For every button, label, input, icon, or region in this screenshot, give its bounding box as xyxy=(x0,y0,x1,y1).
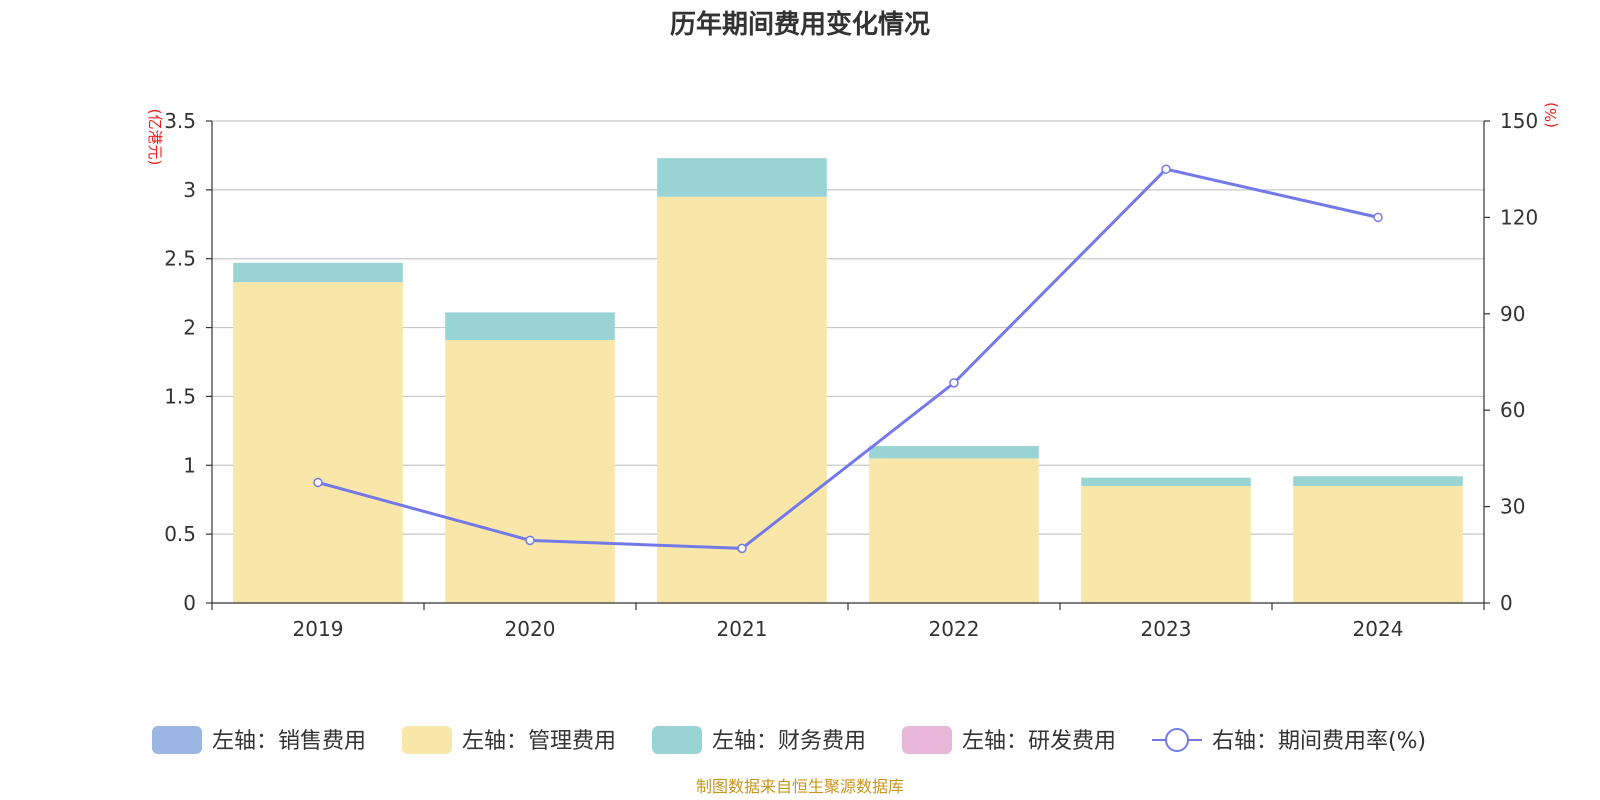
bar-segment xyxy=(233,262,403,283)
x-axis-tick-label: 2021 xyxy=(717,617,768,641)
bar-segment xyxy=(657,158,827,197)
bars xyxy=(233,158,1463,603)
right-axis-tick-label: 120 xyxy=(1500,205,1538,229)
bar-segment xyxy=(233,282,403,603)
legend-swatch xyxy=(902,726,952,754)
rate-point xyxy=(737,543,747,554)
left-axis-unit: (亿港元) xyxy=(146,109,164,166)
x-axis-tick-label: 2022 xyxy=(929,617,980,641)
bar-segment xyxy=(445,339,615,603)
bar-segment xyxy=(1081,477,1251,486)
left-axis-tick-label: 3 xyxy=(183,178,196,202)
legend-swatch xyxy=(652,726,702,754)
right-axis-tick-label: 0 xyxy=(1500,591,1513,615)
left-axis-tick-label: 2.5 xyxy=(164,247,196,271)
legend-swatch xyxy=(402,726,452,754)
left-axis-tick-label: 0 xyxy=(183,591,196,615)
rate-point xyxy=(313,477,323,488)
x-axis-tick-label: 2024 xyxy=(1353,617,1404,641)
x-axis-tick-label: 2023 xyxy=(1141,617,1192,641)
rate-point xyxy=(949,378,959,388)
x-axis-tick-label: 2020 xyxy=(505,617,556,641)
bar-segment xyxy=(869,446,1039,459)
left-axis-tick-label: 3.5 xyxy=(164,109,196,133)
legend: 左轴：销售费用 左轴：管理费用 左轴：财务费用 左轴：研发费用 右轴：期间费用率(%) xyxy=(152,726,1426,754)
right-axis-tick-label: 30 xyxy=(1500,495,1525,519)
grid-lines xyxy=(212,120,1484,535)
legend-label: 左轴：销售费用 xyxy=(212,729,366,754)
left-axis-tick-label: 1.5 xyxy=(164,384,196,408)
x-axis-tick-label: 2019 xyxy=(293,617,344,641)
left-axis-tick-label: 1 xyxy=(183,453,196,477)
bar-segment xyxy=(1293,485,1463,603)
legend-swatch xyxy=(152,726,202,754)
legend-label: 右轴：期间费用率(%) xyxy=(1212,729,1426,754)
bar-segment xyxy=(1293,476,1463,486)
source-note: 制图数据来自恒生聚源数据库 xyxy=(696,777,904,796)
right-axis-tick-label: 90 xyxy=(1500,302,1525,326)
rate-point xyxy=(525,535,535,546)
right-axis-unit: (%) xyxy=(1542,102,1560,128)
rate-point xyxy=(1161,164,1171,174)
left-axis-tick-label: 0.5 xyxy=(164,522,196,546)
legend-marker xyxy=(1165,728,1189,752)
axes: 0 0.5 1 1.5 2 2.5 3 3.5 0 30 60 90 120 150 2019 2020 202… xyxy=(164,109,1538,641)
legend-label: 左轴：管理费用 xyxy=(462,729,616,754)
bar-segment xyxy=(657,196,827,603)
bar-segment xyxy=(1081,485,1251,603)
legend-label: 左轴：研发费用 xyxy=(962,729,1116,754)
left-axis-tick-label: 2 xyxy=(183,316,196,340)
bar-segment xyxy=(869,458,1039,603)
rate-point xyxy=(1373,212,1383,223)
chart-title: 历年期间费用变化情况 xyxy=(670,9,930,40)
right-axis-tick-label: 150 xyxy=(1500,109,1538,133)
rate-line-path xyxy=(317,167,1379,550)
right-axis-tick-label: 60 xyxy=(1500,398,1525,422)
rate-line xyxy=(313,164,1383,554)
legend-label: 左轴：财务费用 xyxy=(712,729,866,754)
bar-segment xyxy=(445,312,615,340)
